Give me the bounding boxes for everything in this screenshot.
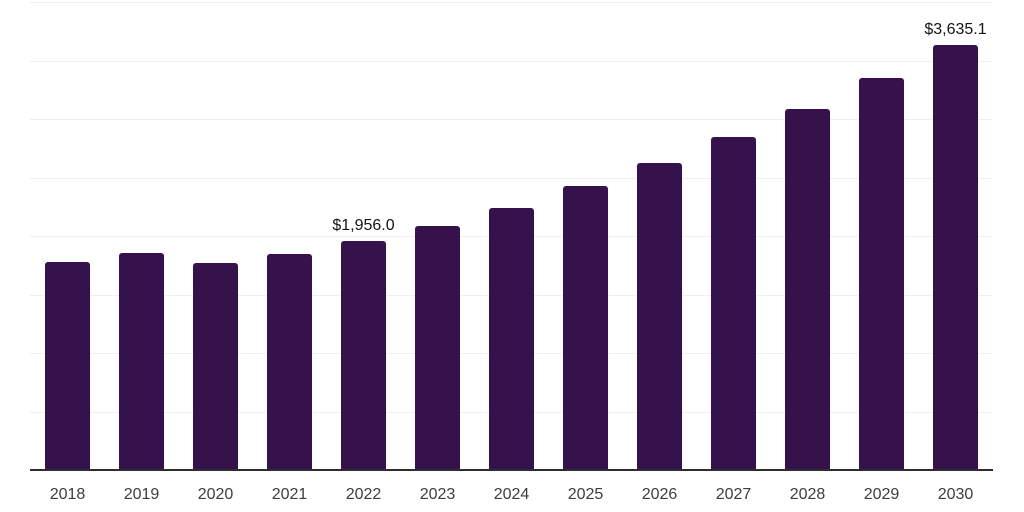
x-tick-label-2026: 2026 (641, 486, 678, 503)
x-tick-label-2025: 2025 (567, 486, 604, 503)
x-tick-label-2021: 2021 (271, 486, 308, 503)
bar-2021 (267, 253, 312, 470)
gridline-3500 (30, 60, 993, 62)
bar-2019 (119, 252, 164, 470)
bar-2029 (859, 78, 904, 470)
bar-2022 (341, 241, 386, 470)
x-tick-label-2020: 2020 (197, 486, 234, 503)
x-tick-label-2024: 2024 (493, 486, 530, 503)
x-tick-label-2022: 2022 (345, 486, 382, 503)
gridline-3000 (30, 119, 993, 120)
bar-2027 (711, 137, 756, 470)
bar-2028 (785, 109, 830, 470)
bar-2030 (933, 44, 978, 470)
gridline-2500 (30, 177, 993, 179)
bar-2024 (489, 207, 534, 470)
x-tick-label-2030: 2030 (937, 486, 974, 503)
x-tick-label-2027: 2027 (715, 486, 752, 503)
data-label-2022: $1,956.0 (332, 217, 395, 235)
bar-2023 (415, 226, 460, 470)
x-tick-label-2018: 2018 (49, 486, 86, 503)
x-axis-line (30, 469, 993, 471)
bar-2026 (637, 163, 682, 470)
bar-2025 (563, 186, 608, 470)
x-tick-label-2028: 2028 (789, 486, 826, 503)
x-tick-label-2023: 2023 (419, 486, 456, 503)
gridline-4000 (30, 2, 993, 3)
x-tick-label-2029: 2029 (863, 486, 900, 503)
bar-2020 (193, 263, 238, 470)
bar-2018 (45, 262, 90, 470)
x-tick-label-2019: 2019 (123, 486, 160, 503)
data-label-2030: $3,635.1 (924, 20, 987, 38)
